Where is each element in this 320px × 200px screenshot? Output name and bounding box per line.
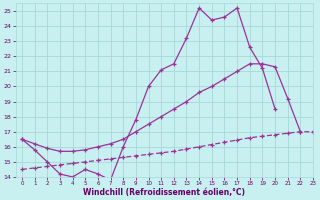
X-axis label: Windchill (Refroidissement éolien,°C): Windchill (Refroidissement éolien,°C) (83, 188, 245, 197)
